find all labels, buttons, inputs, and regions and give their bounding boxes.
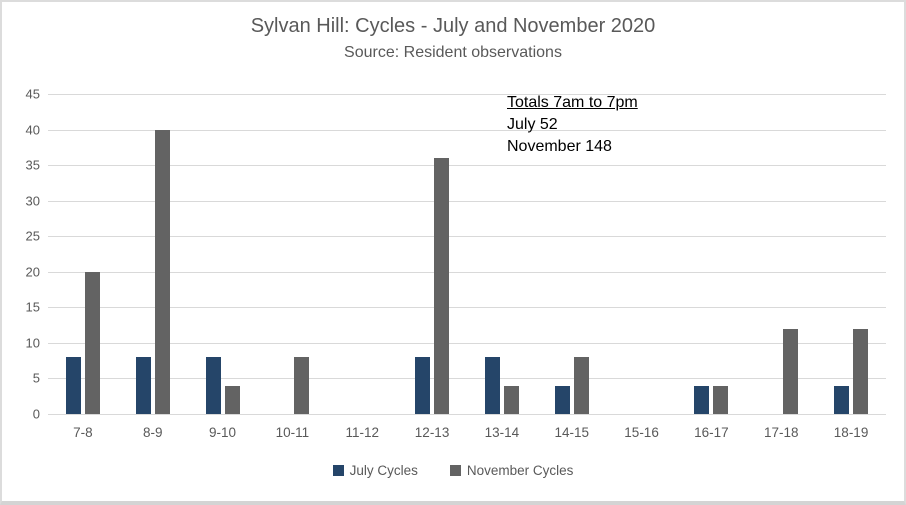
gridline (48, 129, 886, 131)
bar-november-cycles-12-13 (434, 158, 450, 414)
legend: July Cycles November Cycles (2, 463, 904, 478)
x-tick-label: 18-19 (833, 425, 869, 440)
bar-group: 12-13 (397, 94, 467, 440)
bar-july-cycles-18-19 (834, 385, 850, 414)
y-tick-label: 15 (25, 299, 40, 315)
plot-area: 45 40 35 30 25 20 15 10 5 0 7-8 8-9 9-10 10-11 11-12 12… (26, 88, 886, 440)
bar-november-cycles-10-11 (294, 357, 310, 414)
gridline (48, 165, 886, 167)
bar-group: 11-12 (327, 94, 397, 440)
bar-july-cycles-14-15 (554, 385, 570, 414)
x-tick-label: 12-13 (414, 425, 450, 440)
x-tick-label: 10-11 (275, 425, 310, 440)
legend-item-november: November Cycles (449, 463, 574, 478)
y-tick-label: 25 (25, 228, 40, 244)
x-tick-label: 15-16 (624, 425, 659, 440)
bar-november-cycles-18-19 (853, 328, 869, 414)
gridline (48, 414, 886, 415)
bar-november-cycles-17-18 (783, 328, 799, 414)
gridline (48, 236, 886, 238)
legend-label-july: July Cycles (349, 463, 418, 478)
gridline (48, 94, 886, 95)
legend-swatch-july-icon (332, 465, 344, 476)
totals-november: November 148 (507, 138, 612, 155)
bar-group: 13-14 (467, 94, 537, 440)
x-tick-label: 7-8 (73, 425, 93, 440)
totals-heading: Totals 7am to 7pm (507, 94, 638, 111)
y-tick-label: 40 (25, 122, 40, 138)
gridline (48, 307, 886, 309)
bar-group: 7-8 (48, 94, 118, 440)
x-tick-label: 11-12 (345, 425, 379, 440)
x-tick-label: 13-14 (484, 425, 520, 440)
bar-november-cycles-7-8 (84, 271, 100, 414)
bar-july-cycles-16-17 (694, 385, 710, 414)
legend-label-november: November Cycles (466, 463, 574, 478)
x-tick-label: 16-17 (694, 425, 729, 440)
totals-july: July 52 (507, 116, 558, 133)
bar-july-cycles-7-8 (65, 357, 81, 414)
gridline (48, 271, 886, 273)
bar-group: 14-15 (537, 94, 607, 440)
bar-group: 9-10 (188, 94, 258, 440)
bar-november-cycles-13-14 (503, 385, 519, 414)
y-tick-label: 10 (25, 335, 40, 351)
y-tick-label: 35 (25, 157, 40, 173)
x-tick-label: 14-15 (554, 425, 589, 440)
legend-item-july: July Cycles (332, 463, 418, 478)
bar-group: 15-16 (607, 94, 677, 440)
bar-group: 17-18 (746, 94, 816, 440)
bar-november-cycles-9-10 (224, 385, 240, 414)
x-tick-label: 17-18 (763, 425, 799, 440)
bar-july-cycles-8-9 (135, 357, 151, 414)
chart-subtitle: Source: Resident observations (344, 44, 562, 61)
bar-group: 8-9 (118, 94, 188, 440)
bar-july-cycles-9-10 (205, 357, 221, 414)
y-tick-label: 30 (25, 193, 40, 209)
y-tick-label: 0 (32, 406, 40, 422)
y-tick-label: 20 (25, 264, 40, 280)
y-tick-label: 45 (25, 86, 40, 102)
bar-group: 18-19 (816, 94, 886, 440)
bar-november-cycles-8-9 (154, 129, 170, 414)
bar-group: 10-11 (258, 94, 328, 440)
gridline (48, 342, 886, 344)
x-tick-label: 8-9 (142, 425, 163, 440)
gridline (48, 200, 886, 202)
bar-july-cycles-12-13 (415, 357, 431, 414)
bar-november-cycles-16-17 (713, 385, 729, 414)
gridline (48, 378, 886, 380)
bar-november-cycles-14-15 (573, 357, 589, 414)
chart-title: Sylvan Hill: Cycles - July and November … (250, 15, 656, 37)
y-tick-label: 5 (32, 370, 40, 386)
legend-swatch-november-icon (449, 465, 461, 476)
bar-july-cycles-13-14 (484, 357, 500, 414)
x-tick-label: 9-10 (209, 425, 237, 440)
bar-group: 16-17 (677, 94, 747, 440)
totals-annotation: Totals 7am to 7pm July 52 November 148 (507, 92, 638, 158)
